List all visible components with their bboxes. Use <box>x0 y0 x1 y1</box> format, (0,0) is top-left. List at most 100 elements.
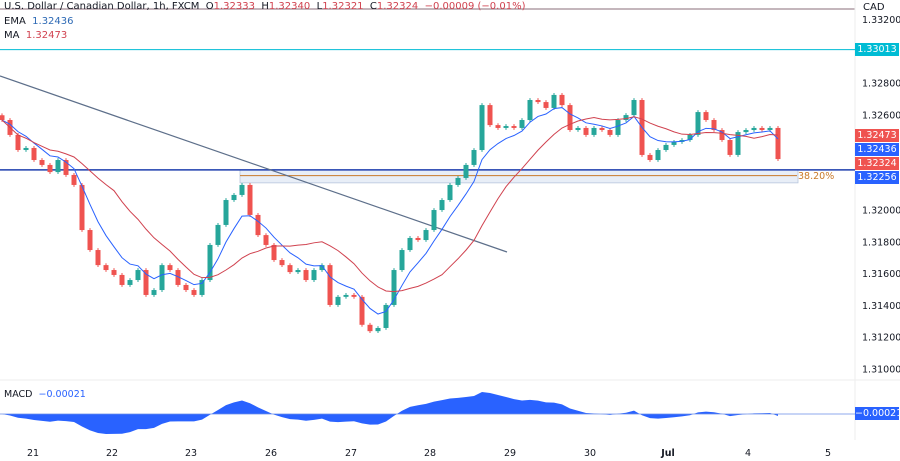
candle-body-3 <box>23 147 29 151</box>
candle-body-86 <box>687 134 693 141</box>
price-tick-6: 1.31400 <box>862 301 900 312</box>
ema-legend[interactable]: EMA 1.32436 <box>4 16 74 27</box>
candle-body-74 <box>591 127 597 135</box>
candle-body-35 <box>279 260 285 266</box>
candle-body-67 <box>535 100 541 103</box>
candle-body-21 <box>167 265 173 271</box>
change-value: −0.00009 (−0.01%) <box>424 1 526 12</box>
candle-body-88 <box>703 112 709 121</box>
candle-body-82 <box>655 150 661 161</box>
candle-body-71 <box>567 105 573 131</box>
candle-body-27 <box>215 224 221 245</box>
candle-body-96 <box>767 127 773 131</box>
x-tick-9: 4 <box>745 448 751 459</box>
candle-body-56 <box>447 184 453 201</box>
candle-body-47 <box>375 327 381 332</box>
candle-body-45 <box>359 296 365 325</box>
candle-body-50 <box>399 250 405 271</box>
x-tick-7: 30 <box>584 448 596 459</box>
candle-body-63 <box>503 126 509 128</box>
close-label: C <box>369 1 377 12</box>
x-tick-0: 21 <box>27 448 39 459</box>
candle-body-4 <box>31 147 37 161</box>
candle-body-14 <box>111 270 117 275</box>
candle-body-34 <box>271 244 277 261</box>
candle-body-19 <box>151 290 157 295</box>
candle-body-29 <box>231 194 237 201</box>
price-tick-1: 1.32800 <box>862 79 900 90</box>
x-tick-2: 23 <box>185 448 197 459</box>
candle-body-79 <box>631 100 637 116</box>
candle-body-70 <box>559 94 565 106</box>
price-badge-4: 1.32256 <box>855 170 899 184</box>
candle-body-84 <box>671 141 677 145</box>
candle-body-83 <box>663 144 669 151</box>
candle-body-32 <box>255 214 261 236</box>
ma-label: MA <box>4 30 20 41</box>
candle-body-97 <box>775 127 781 160</box>
candle-body-87 <box>695 112 701 135</box>
candle-body-59 <box>471 150 477 165</box>
candle-body-65 <box>519 120 525 128</box>
candle-body-22 <box>175 270 181 285</box>
candle-body-31 <box>247 184 253 215</box>
price-tick-5: 1.31600 <box>862 269 900 280</box>
candle-body-23 <box>183 284 189 291</box>
candle-body-0 <box>0 115 5 121</box>
candle-body-42 <box>335 296 341 305</box>
candle-body-36 <box>287 265 293 273</box>
macd-area <box>2 392 778 434</box>
x-tick-5: 28 <box>424 448 436 459</box>
candle-body-49 <box>391 270 397 305</box>
open-label: O <box>205 1 214 12</box>
candle-body-15 <box>119 274 125 285</box>
high-value: 1.32340 <box>268 1 311 12</box>
open-value: 1.32333 <box>213 1 255 12</box>
candle-body-54 <box>431 210 437 231</box>
candle-body-57 <box>455 177 461 185</box>
ma-legend[interactable]: MA 1.32473 <box>4 30 67 41</box>
candle-body-26 <box>207 244 213 281</box>
candle-body-40 <box>319 265 325 271</box>
candle-body-6 <box>47 164 53 173</box>
candle-body-94 <box>751 127 757 131</box>
candle-body-48 <box>383 304 389 328</box>
candle-body-8 <box>63 160 69 175</box>
candle-body-25 <box>199 280 205 295</box>
price-badge-0: 1.33013 <box>855 43 899 57</box>
candle-body-38 <box>303 270 309 281</box>
candle-body-77 <box>615 120 621 135</box>
price-tick-3: 1.32000 <box>862 206 900 217</box>
candle-body-43 <box>343 294 349 297</box>
candle-body-7 <box>55 160 61 173</box>
candle-body-11 <box>87 230 93 251</box>
price-tick-2: 1.32600 <box>862 110 900 121</box>
x-tick-10: 5 <box>825 448 831 459</box>
candle-body-89 <box>711 120 717 131</box>
macd-value: −0.00021 <box>38 389 86 400</box>
candle-body-30 <box>239 184 245 195</box>
candle-body-24 <box>191 290 197 295</box>
candle-body-39 <box>311 270 317 281</box>
candle-body-61 <box>487 105 493 126</box>
price-tick-4: 1.31800 <box>862 237 900 248</box>
x-tick-6: 29 <box>504 448 516 459</box>
candle-body-9 <box>71 174 77 185</box>
x-tick-1: 22 <box>106 448 118 459</box>
candle-body-17 <box>135 270 141 281</box>
candle-body-53 <box>423 230 429 241</box>
candle-body-20 <box>159 265 165 291</box>
candle-body-33 <box>263 235 269 245</box>
macd-badge: −0.00021 <box>855 407 900 420</box>
candle-body-91 <box>727 140 733 155</box>
candle-body-72 <box>575 127 581 131</box>
macd-legend[interactable]: MACD −0.00021 <box>4 389 86 400</box>
symbol-legend: U.S. Dollar / Canadian Dollar, 1h, FXCM … <box>4 1 525 12</box>
candle-body-55 <box>439 200 445 211</box>
candle-body-13 <box>103 265 109 271</box>
candle-body-28 <box>223 200 229 225</box>
price-badge-3: 1.32324 <box>855 156 899 170</box>
candle-body-62 <box>495 125 501 128</box>
